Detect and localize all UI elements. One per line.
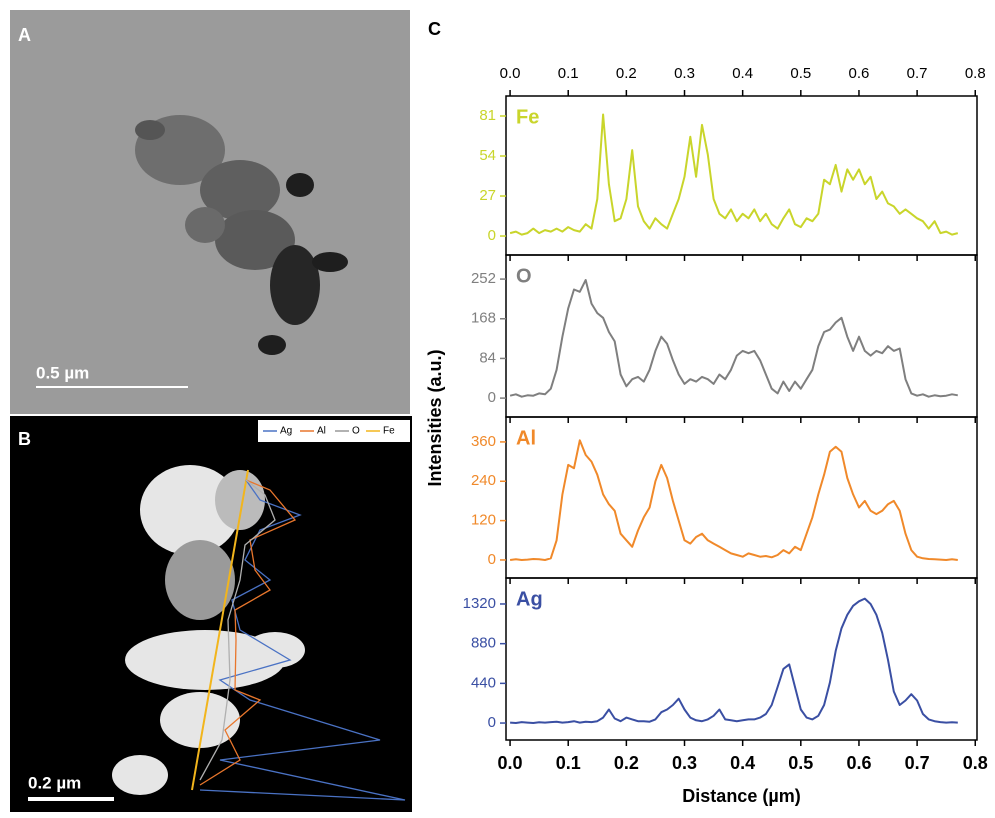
series-label: Fe (516, 106, 539, 128)
series-label: O (516, 265, 532, 287)
legend-box (258, 420, 410, 442)
y-tick-label: 168 (471, 310, 496, 327)
panel-label: B (18, 429, 31, 449)
x-tick-label: 0.4 (732, 65, 753, 82)
x-tick-label: 0.5 (788, 753, 813, 773)
y-tick-label: 880 (471, 635, 496, 652)
legend-label: Al (317, 426, 326, 437)
panel-label: A (18, 25, 31, 45)
plot-frame (505, 577, 978, 741)
x-tick-label: 0.1 (558, 65, 579, 82)
legend-label: O (352, 426, 360, 437)
series-label: Al (516, 427, 536, 449)
legend: Ag Al O Fe (263, 426, 395, 437)
y-tick-label: 252 (471, 270, 496, 287)
y-tick-label: 84 (479, 349, 496, 366)
particle-cluster (135, 115, 348, 355)
x-tick-label: 0.1 (556, 753, 581, 773)
y-tick-label: 1320 (463, 595, 496, 612)
x-tick-label: 0.3 (674, 65, 695, 82)
particle-cluster (112, 465, 305, 795)
profile-overlay (191, 469, 406, 801)
y-tick-label: 0 (488, 227, 496, 244)
x-tick-label: 0.7 (907, 65, 928, 82)
x-tick-label: 0.7 (905, 753, 930, 773)
legend-label: Ag (280, 426, 292, 437)
data-line (510, 597, 958, 724)
x-tick-label: 0.0 (498, 753, 523, 773)
y-tick-label: 81 (479, 107, 496, 124)
x-tick-label: 0.6 (846, 753, 871, 773)
plot-frame (505, 254, 978, 418)
y-tick-label: 0 (488, 714, 496, 731)
x-tick-label: 0.4 (730, 753, 755, 773)
legend-label: Fe (383, 426, 395, 437)
y-tick-label: 0 (488, 551, 496, 568)
scale-bar-label: 0.2 µm (28, 773, 81, 792)
panel-label: C (428, 19, 441, 39)
y-tick-label: 54 (479, 147, 496, 164)
scale-bar-label: 0.5 µm (36, 363, 89, 382)
plot-frame (505, 416, 978, 579)
y-tick-label: 120 (471, 512, 496, 529)
y-tick-label: 240 (471, 472, 496, 489)
data-line (509, 279, 958, 398)
x-tick-label: 0.8 (965, 65, 986, 82)
x-tick-label: 0.2 (614, 753, 639, 773)
x-tick-label: 0.2 (616, 65, 637, 82)
y-tick-label: 27 (479, 187, 496, 204)
x-tick-label: 0.5 (790, 65, 811, 82)
y-tick-label: 440 (471, 674, 496, 691)
series-label: Ag (516, 588, 543, 610)
y-axis-title: Intensities (a.u.) (425, 349, 445, 486)
x-tick-label: 0.6 (849, 65, 870, 82)
x-tick-label: 0.0 (500, 65, 521, 82)
y-tick-label: 0 (488, 389, 496, 406)
y-tick-label: 360 (471, 433, 496, 450)
x-axis-title: Distance (µm) (682, 786, 800, 806)
x-tick-label: 0.8 (963, 753, 988, 773)
data-line (509, 113, 959, 236)
x-tick-label: 0.3 (672, 753, 697, 773)
data-line (509, 439, 958, 561)
